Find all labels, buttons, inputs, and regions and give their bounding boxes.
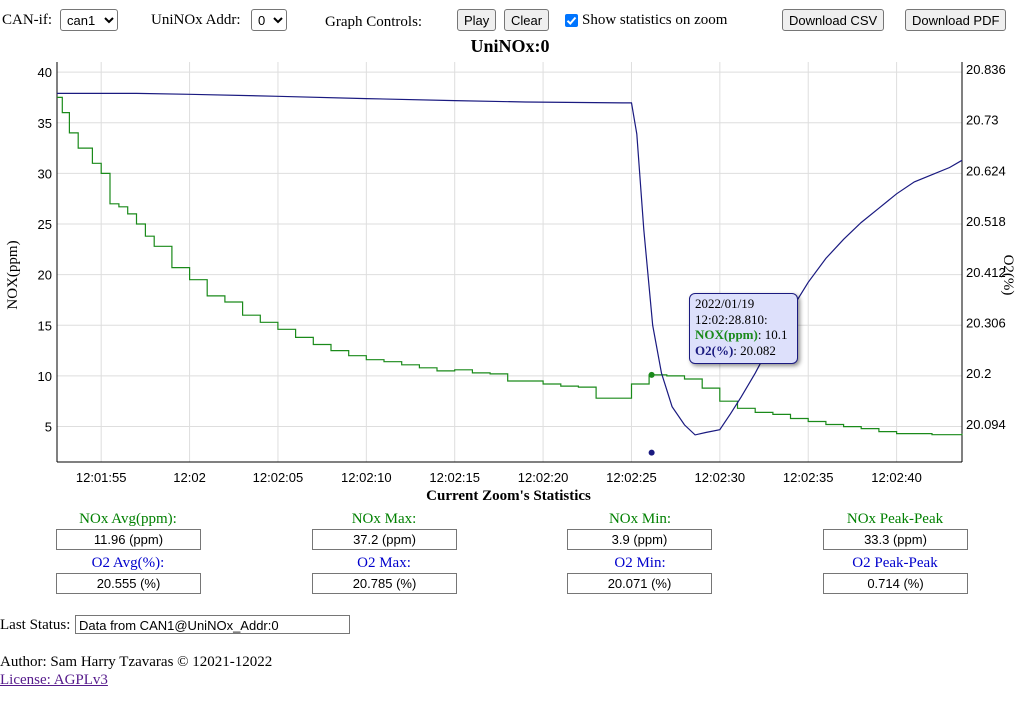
y-tick-label: 25 <box>38 217 52 232</box>
nox-max-label: NOx Max: <box>351 511 417 527</box>
nox-min-value: 3.9 (ppm) <box>567 529 712 550</box>
nox-o2-chart[interactable]: UniNOx:0 40 35 30 25 20 15 10 5 20.836 20.73 20.624… <box>0 0 1017 512</box>
chart-tooltip: 2022/01/19 12:02:28.810: NOX(ppm): 10.1 … <box>689 293 798 364</box>
play-button[interactable]: Play <box>457 9 497 31</box>
x-tick-label: 12:01:55 <box>76 470 127 485</box>
nox-avg-value: 11.96 (ppm) <box>56 529 201 550</box>
y2-tick-label: 20.306 <box>966 316 1006 331</box>
o2-max-label: O2 Max: <box>357 555 411 571</box>
nox-series-line <box>57 96 963 436</box>
addr-select[interactable]: 0 <box>251 9 287 31</box>
o2-min-label: O2 Min: <box>614 555 666 571</box>
y2-axis-label: O2(%) <box>1000 255 1016 296</box>
o2-peak-label: O2 Peak-Peak <box>852 555 938 571</box>
x-tick-label: 12:02:30 <box>695 470 746 485</box>
check-icon <box>566 16 577 25</box>
last-status-field[interactable]: Data from CAN1@UniNOx_Addr:0 <box>75 615 350 634</box>
o2-series-line <box>57 92 963 436</box>
o2-peak-value: 0.714 (%) <box>823 573 968 594</box>
tooltip-time: 12:02:28.810: <box>695 311 768 327</box>
x-tick-label: 12:02:40 <box>871 470 922 485</box>
nox-peak-label: NOx Peak-Peak <box>846 511 944 527</box>
y-tick-label: 40 <box>38 65 52 80</box>
tooltip-nox-value: : 10.1 <box>757 327 788 342</box>
tooltip-nox-row: NOX(ppm): 10.1 <box>695 327 792 343</box>
o2-avg-label: O2 Avg(%): <box>91 555 165 571</box>
stats-heading: Current Zoom's Statistics <box>426 488 591 504</box>
y-tick-label: 20 <box>38 268 52 283</box>
y-tick-label: 5 <box>45 420 52 435</box>
x-tick-label: 12:02:25 <box>606 470 657 485</box>
o2-avg-value: 20.555 (%) <box>56 573 201 594</box>
y2-tick-label: 20.412 <box>966 265 1006 280</box>
y-tick-label: 10 <box>38 369 52 384</box>
o2-max-value: 20.785 (%) <box>312 573 457 594</box>
addr-label: UniNOx Addr: <box>151 12 241 28</box>
x-tick-label: 12:02:35 <box>783 470 834 485</box>
can-if-select[interactable]: can1 <box>60 9 118 31</box>
y2-tick-label: 20.2 <box>966 366 991 381</box>
can-if-label: CAN-if: <box>2 12 52 28</box>
y2-tick-label: 20.73 <box>966 113 999 128</box>
graph-controls-label: Graph Controls: <box>325 14 423 30</box>
show-stats-label[interactable]: Show statistics on zoom <box>582 12 728 28</box>
y2-tick-label: 20.518 <box>966 214 1006 229</box>
x-tick-label: 12:02:20 <box>518 470 569 485</box>
nox-max-value: 37.2 (ppm) <box>312 529 457 550</box>
y2-tick-label: 20.624 <box>966 163 1006 178</box>
x-tick-label: 12:02 <box>173 470 206 485</box>
last-status-label: Last Status: <box>0 617 71 633</box>
download-pdf-button[interactable]: Download PDF <box>905 9 1007 31</box>
chart-title: UniNOx:0 <box>470 36 549 56</box>
o2-min-value: 20.071 (%) <box>567 573 712 594</box>
o2-hover-point <box>648 449 655 456</box>
y-tick-label: 30 <box>38 166 52 181</box>
tooltip-nox-label: NOX(ppm) <box>695 327 758 342</box>
y-tick-label: 15 <box>38 318 52 333</box>
tooltip-date: 2022/01/19 <box>695 296 755 311</box>
author-text: Author: Sam Harry Tzavaras © 12021-12022 <box>0 654 273 670</box>
nox-hover-point <box>648 371 655 378</box>
show-stats-checkbox[interactable] <box>565 14 578 27</box>
y2-tick-label: 20.836 <box>966 62 1006 77</box>
y-tick-label: 35 <box>38 116 52 131</box>
license-link[interactable]: License: AGPLv3 <box>0 672 108 688</box>
nox-peak-value: 33.3 (ppm) <box>823 529 968 550</box>
nox-min-label: NOx Min: <box>608 511 672 527</box>
tooltip-o2-label: O2(%) <box>695 342 734 358</box>
y-axis-label: NOX(ppm) <box>5 240 21 309</box>
download-csv-button[interactable]: Download CSV <box>782 9 885 31</box>
clear-button[interactable]: Clear <box>504 9 550 31</box>
y2-tick-label: 20.094 <box>966 417 1006 432</box>
tooltip-o2-value: : 20.082 <box>733 342 776 358</box>
tooltip-o2-row: O2(%): 20.082 <box>695 343 792 359</box>
x-tick-label: 12:02:05 <box>253 470 304 485</box>
x-tick-label: 12:02:15 <box>429 470 480 485</box>
x-tick-label: 12:02:10 <box>341 470 392 485</box>
nox-avg-label: NOx Avg(ppm): <box>79 511 177 527</box>
